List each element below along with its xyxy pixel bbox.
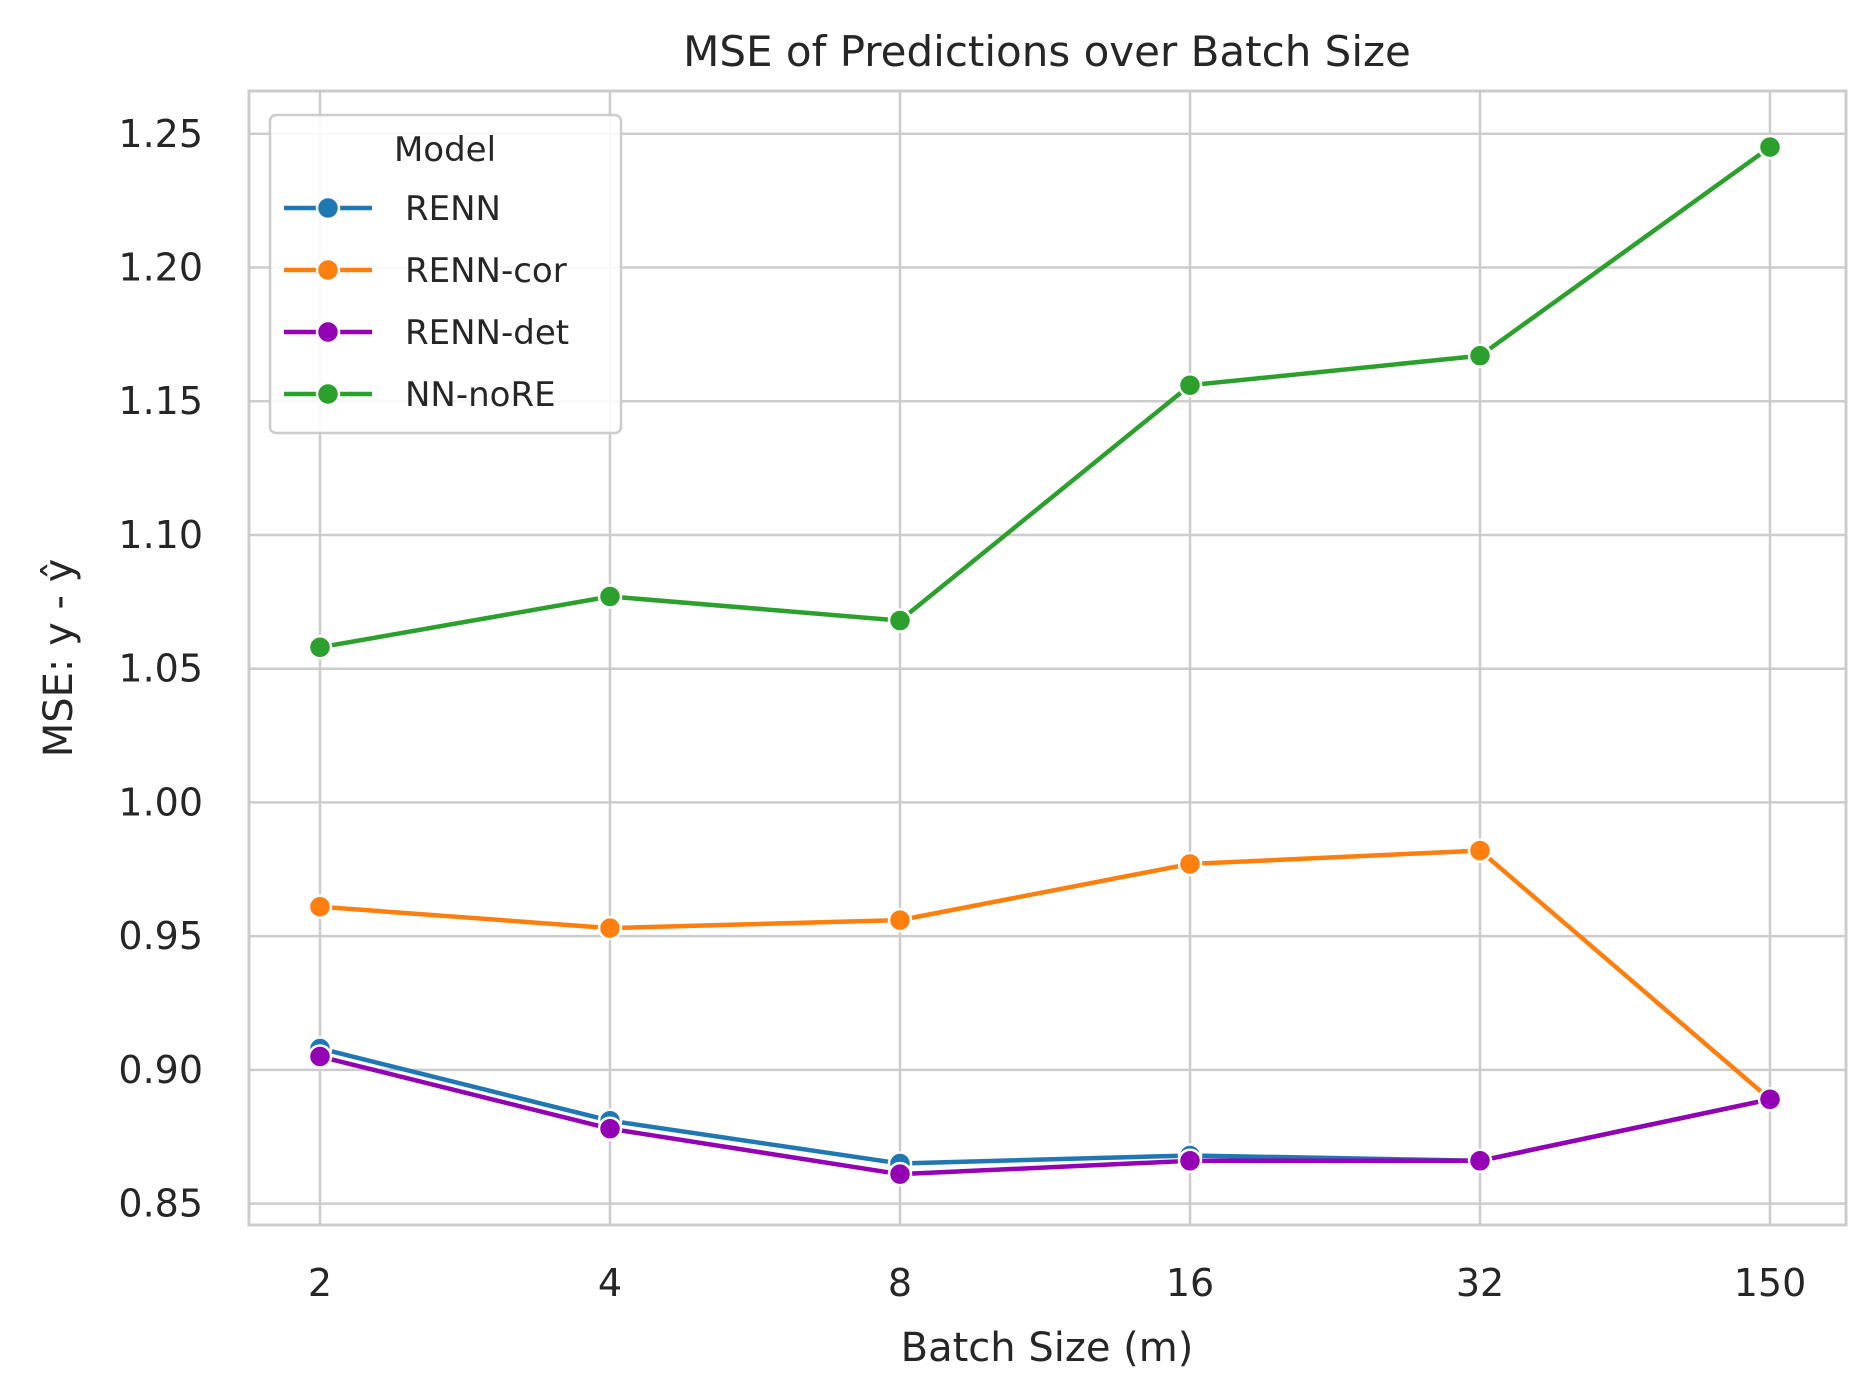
legend-entry: RENN [284,189,501,229]
x-tick-label: 150 [1734,1261,1807,1305]
legend-entry: RENN-det [284,313,569,353]
legend-title: Model [394,130,496,170]
series-nn-nore [307,134,1783,660]
plot-frame [247,89,1848,1227]
y-tick-label: 1.25 [118,112,203,156]
data-point [597,915,623,941]
legend: Model RENN RENN-cor RENN-det NN-noRE [268,113,623,435]
y-tick-label: 1.20 [118,246,203,290]
series-line [317,848,1773,1102]
x-tick-label: 8 [888,1261,912,1305]
data-point [1467,838,1493,863]
legend-box [268,113,623,435]
data-point [1757,1087,1783,1112]
legend-swatch-marker [315,381,341,407]
data-point [307,1044,333,1069]
y-tick-label: 1.05 [118,647,203,691]
y-tick-label: 1.00 [118,780,203,824]
data-point [1177,1148,1203,1174]
data-point [1467,343,1493,369]
x-tick-label: 32 [1456,1261,1504,1305]
data-point [887,1161,913,1187]
x-tick-label: 2 [308,1261,332,1305]
legend-label: RENN [405,189,501,229]
legend-entry: NN-noRE [284,375,556,415]
data-point [1757,134,1783,160]
data-point [1467,1148,1493,1174]
series-line [317,144,1773,650]
data-point [307,635,333,660]
y-axis-label: MSE: y - ŷ [36,559,82,758]
legend-label: RENN-det [405,313,569,353]
y-tick-label: 1.15 [118,379,203,423]
y-tick-label: 1.10 [118,513,203,557]
data-point [307,894,333,919]
y-tick-label: 0.85 [118,1182,203,1226]
x-tick-label: 4 [598,1261,622,1305]
y-axis-ticks: 0.85 0.90 0.95 1.00 1.05 1.10 1.15 1.20 1.25 [118,112,203,1226]
data-point [1177,372,1203,398]
legend-swatch-marker [315,195,341,221]
series-group [307,134,1783,1187]
series-renn [307,1036,1783,1176]
data-point [597,1116,623,1141]
legend-label: RENN-cor [405,251,567,291]
x-axis-ticks: 2 4 8 16 32 150 [308,1261,1806,1305]
data-point [597,584,623,609]
x-tick-label: 16 [1166,1261,1214,1305]
legend-swatch-marker [315,257,341,283]
legend-label: NN-noRE [405,375,556,415]
data-point [1177,851,1203,877]
data-point [887,608,913,633]
y-tick-label: 0.95 [118,914,203,958]
chart-title: MSE of Predictions over Batch Size [683,27,1411,76]
series-renn-det [307,1044,1783,1187]
y-tick-label: 0.90 [118,1048,203,1092]
legend-swatch-marker [315,319,341,345]
legend-entries: RENN RENN-cor RENN-det NN-noRE [284,189,569,415]
legend-entry: RENN-cor [284,251,567,291]
series-renn-cor [307,838,1783,1112]
x-axis-label: Batch Size (m) [901,1325,1194,1371]
data-point [887,907,913,933]
series-line [317,1054,1773,1177]
